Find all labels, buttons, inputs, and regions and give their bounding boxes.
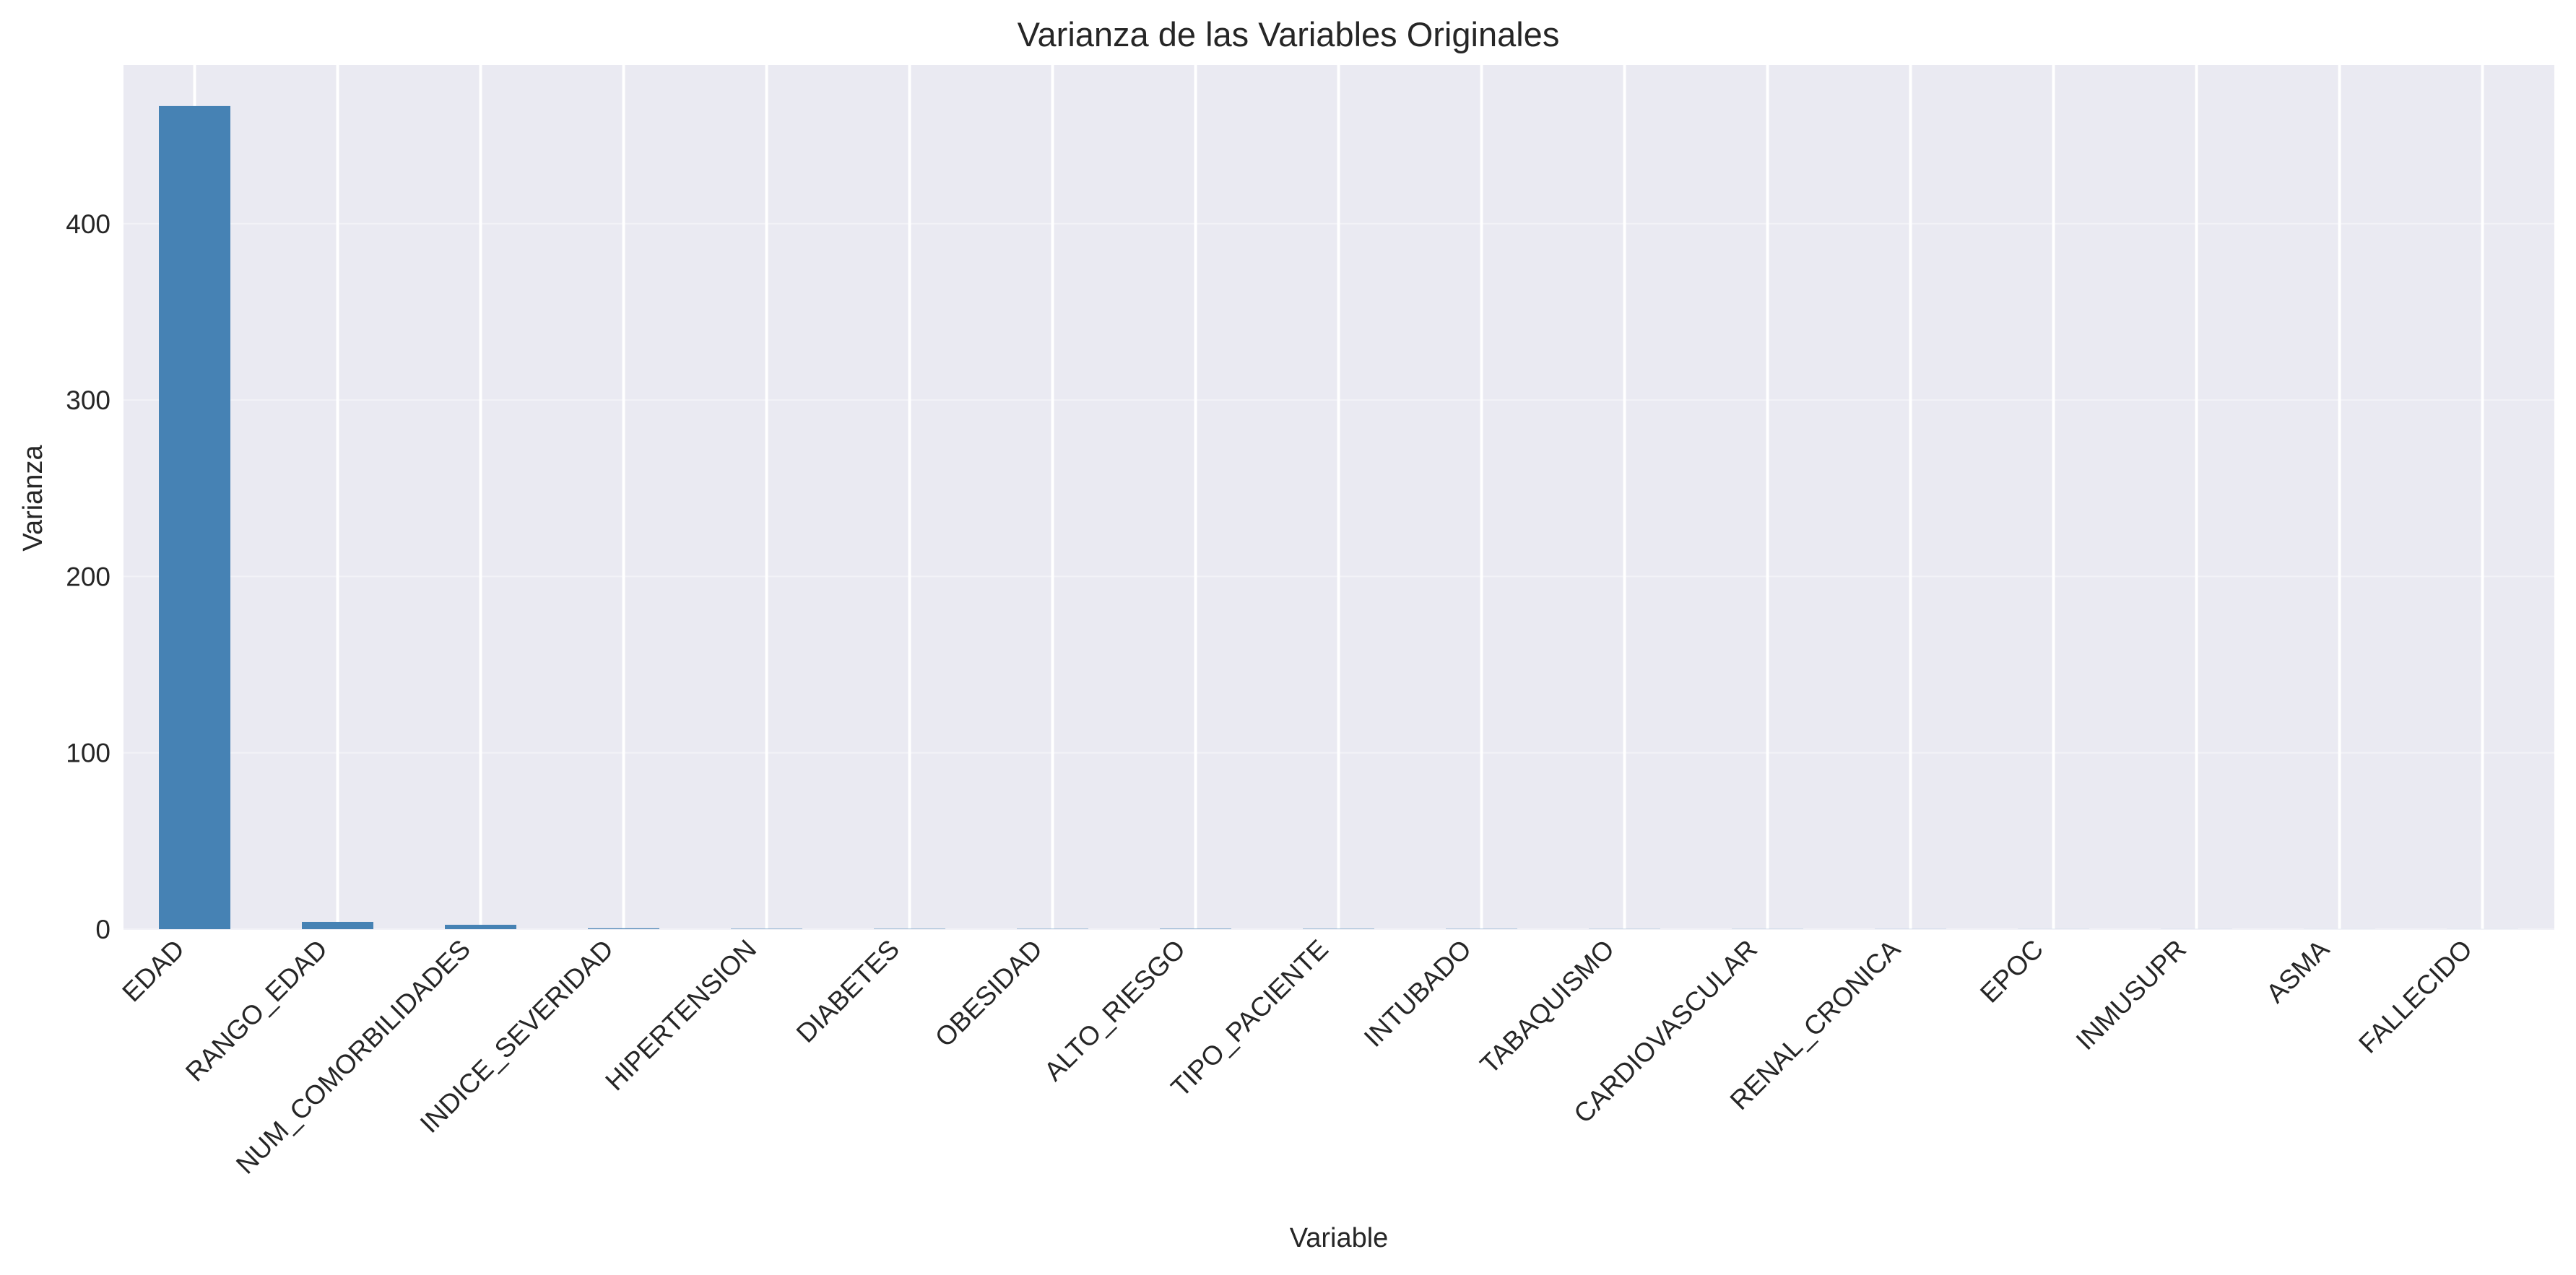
bar-alto-riesgo — [1160, 928, 1231, 929]
x-tick-label: RANGO_EDAD — [180, 934, 333, 1087]
x-tick-label: ASMA — [2260, 934, 2335, 1008]
chart-title: Varianza de las Variables Originales — [1018, 15, 1560, 53]
x-tick-label: OBESIDAD — [929, 934, 1048, 1053]
bar-edad — [159, 105, 230, 929]
bar-indice-severidad — [588, 928, 659, 929]
bars — [159, 105, 2518, 929]
x-tick-label: INMUSUPR — [2070, 934, 2193, 1056]
x-tick-label: INTUBADO — [1358, 934, 1477, 1053]
vertical-gridlines — [193, 65, 2484, 929]
y-tick-label: 300 — [66, 386, 110, 415]
x-tick-label: NUM_COMORBILIDADES — [230, 934, 476, 1180]
x-tick-label: TIPO_PACIENTE — [1166, 934, 1334, 1102]
x-tick-label: TABAQUISMO — [1475, 934, 1620, 1079]
bar-num-comorbilidades — [445, 924, 516, 929]
bar-rango-edad — [302, 921, 373, 929]
x-axis-ticks: EDADRANGO_EDADNUM_COMORBILIDADESINDICE_S… — [116, 934, 2478, 1179]
y-tick-label: 200 — [66, 562, 110, 591]
y-tick-label: 400 — [66, 209, 110, 239]
x-tick-label: HIPERTENSION — [599, 934, 762, 1097]
y-axis-ticks: 0 100 200 300 400 — [66, 209, 110, 944]
x-tick-label: EDAD — [116, 934, 190, 1008]
y-axis-label: Varianza — [18, 445, 48, 552]
y-tick-label: 0 — [95, 915, 110, 944]
x-tick-label: DIABETES — [791, 934, 905, 1048]
y-tick-label: 100 — [66, 739, 110, 768]
x-axis-label: Variable — [1290, 1223, 1389, 1253]
x-tick-label: EPOC — [1974, 934, 2049, 1009]
x-tick-label: FALLECIDO — [2353, 934, 2478, 1059]
bar-hipertension — [731, 928, 802, 929]
x-tick-label: ALTO_RIESGO — [1038, 934, 1191, 1087]
